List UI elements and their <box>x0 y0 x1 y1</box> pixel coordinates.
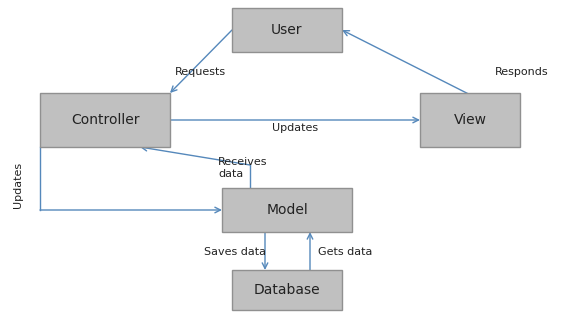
Text: User: User <box>271 23 303 37</box>
Text: View: View <box>454 113 486 127</box>
Text: Controller: Controller <box>71 113 139 127</box>
FancyBboxPatch shape <box>222 188 352 232</box>
FancyBboxPatch shape <box>420 93 520 147</box>
Text: Gets data: Gets data <box>318 247 372 257</box>
Text: Receives
data: Receives data <box>218 157 267 179</box>
FancyBboxPatch shape <box>232 8 342 52</box>
FancyBboxPatch shape <box>232 270 342 310</box>
Text: Responds: Responds <box>495 67 549 77</box>
Text: Model: Model <box>266 203 308 217</box>
FancyBboxPatch shape <box>40 93 170 147</box>
Text: Updates: Updates <box>272 123 318 133</box>
Text: Database: Database <box>254 283 320 297</box>
Text: Requests: Requests <box>175 67 226 77</box>
Text: Updates: Updates <box>13 162 23 208</box>
Text: Saves data: Saves data <box>204 247 266 257</box>
